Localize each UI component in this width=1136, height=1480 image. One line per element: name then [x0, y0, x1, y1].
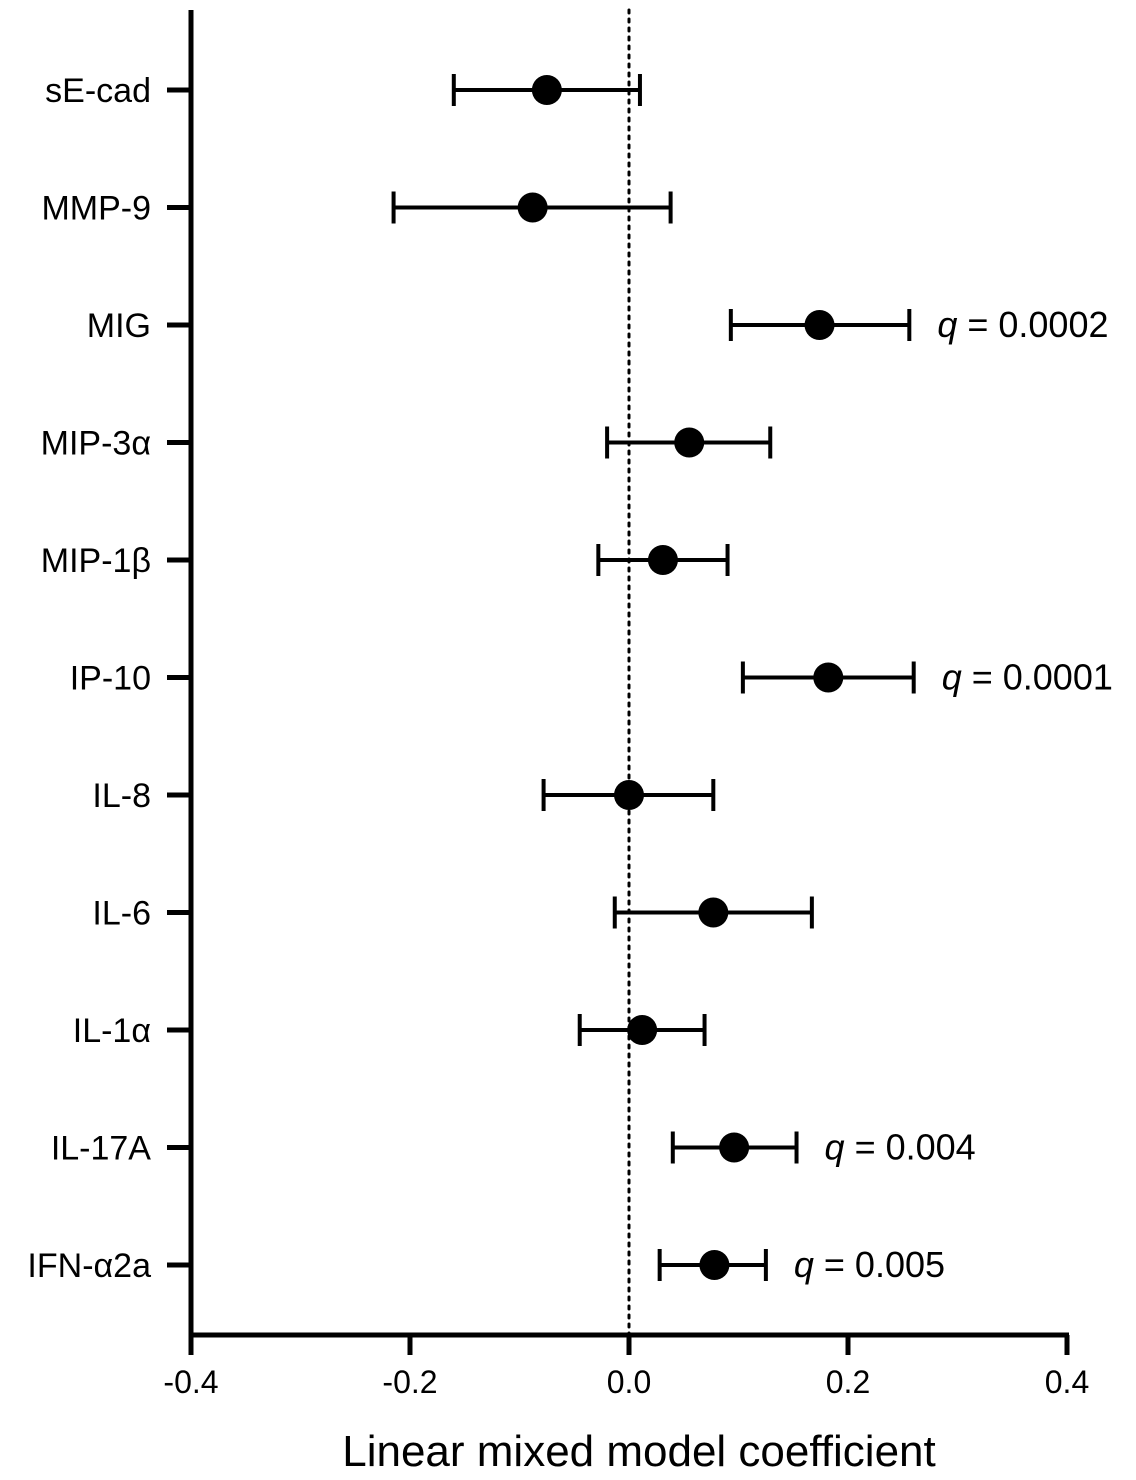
category-label: sE-cad: [45, 72, 151, 110]
estimate-points: [517, 75, 844, 1280]
x-tick-label: -0.4: [163, 1364, 218, 1400]
estimate-point: [813, 662, 844, 693]
estimate-point: [804, 310, 835, 340]
x-tick-label: 0.0: [607, 1364, 651, 1400]
estimate-point: [531, 75, 562, 105]
q-value-annotation: q = 0.004: [825, 1127, 976, 1168]
estimate-point: [719, 1132, 750, 1163]
category-label: IL-1α: [73, 1012, 151, 1050]
x-tick-label: 0.4: [1045, 1364, 1089, 1400]
category-label: IP-10: [70, 660, 151, 698]
q-value: = 0.0001: [962, 657, 1113, 698]
estimate-point: [647, 545, 678, 575]
category-label: IL-8: [92, 777, 151, 815]
q-value-annotation: q = 0.0001: [942, 657, 1113, 698]
x-tick-label: -0.2: [382, 1364, 437, 1400]
x-axis-title: Linear mixed model coefficient: [342, 1427, 936, 1476]
x-axis-ticks: -0.4 -0.2 0.0 0.2 0.4: [163, 1335, 1089, 1400]
category-label: IL-6: [92, 895, 151, 933]
q-symbol: q: [942, 657, 962, 698]
estimate-point: [614, 780, 644, 810]
category-label: MIP-1β: [41, 542, 151, 580]
q-value: = 0.0002: [957, 304, 1108, 345]
q-value: = 0.004: [845, 1127, 976, 1168]
q-value-annotation: q = 0.005: [794, 1244, 945, 1285]
category-label: MIG: [87, 307, 151, 345]
q-value-annotation: q = 0.0002: [937, 304, 1108, 345]
q-symbol: q: [937, 304, 957, 345]
estimate-point: [698, 897, 729, 928]
x-tick-label: 0.2: [826, 1364, 870, 1400]
category-label: IFN-α2a: [27, 1247, 151, 1285]
q-value: = 0.005: [814, 1244, 945, 1285]
q-symbol: q: [794, 1244, 814, 1285]
q-symbol: q: [825, 1127, 845, 1168]
category-label: MIP-3α: [41, 425, 151, 463]
estimate-point: [517, 192, 548, 223]
estimate-point: [674, 427, 705, 458]
estimate-point: [699, 1250, 730, 1280]
category-label: MMP-9: [41, 190, 151, 228]
estimate-point: [627, 1015, 658, 1045]
category-axis-labels: sE-cad MMP-9 MIG MIP-3α MIP-1β IP-10 IL-8 IL-6 I…: [27, 72, 191, 1285]
category-label: IL-17A: [51, 1130, 151, 1168]
